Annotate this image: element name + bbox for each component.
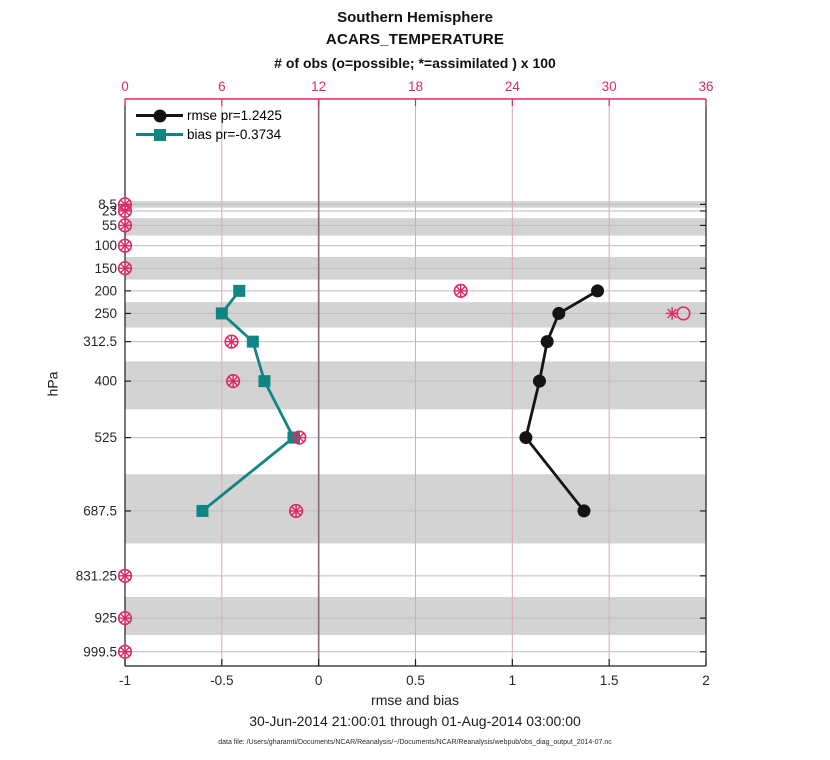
x-axis-label: rmse and bias xyxy=(371,692,459,708)
legend-label-rmse: rmse pr=1.2425 xyxy=(187,108,282,123)
y-axis-label: hPa xyxy=(44,371,61,397)
top-tick-label: 36 xyxy=(698,79,713,94)
top-tick-label: 0 xyxy=(121,79,129,94)
obs-count-marker xyxy=(117,238,133,253)
y-tick-label: 100 xyxy=(94,238,117,253)
legend: rmse pr=1.2425 bias pr=-0.3734 xyxy=(136,106,282,144)
y-tick-label: 23 xyxy=(102,203,117,218)
figure-subtitle: ACARS_TEMPERATURE xyxy=(325,31,505,48)
bottom-tick-label: 0 xyxy=(315,673,323,688)
rmse-point xyxy=(591,284,605,298)
y-tick-label: 250 xyxy=(94,306,117,321)
rmse-line xyxy=(524,289,599,512)
top-tick-label: 24 xyxy=(505,79,521,94)
top-tick-label: 18 xyxy=(408,79,423,94)
rmse-point xyxy=(532,374,546,388)
y-tick-label: 150 xyxy=(94,261,117,276)
y-tick-label: 312.5 xyxy=(83,334,117,349)
top-tick-label: 30 xyxy=(602,79,617,94)
figure-title: Southern Hemisphere xyxy=(337,9,493,26)
y-tick-label: 525 xyxy=(94,430,117,445)
bias-legend-marker-icon xyxy=(136,125,183,144)
top-tick-label: 12 xyxy=(311,79,326,94)
legend-row-bias: bias pr=-0.3734 xyxy=(136,125,282,144)
obs-count-marker xyxy=(453,283,468,298)
bias-point xyxy=(215,307,228,320)
bottom-tick-label: 1.5 xyxy=(600,673,619,688)
bias-point xyxy=(246,335,259,348)
top-tick-label: 6 xyxy=(218,79,226,94)
obs-count-marker xyxy=(117,203,133,219)
obs-count-marker xyxy=(226,374,241,389)
y-tick-label: 687.5 xyxy=(83,503,117,518)
rmse-point xyxy=(552,306,566,320)
obs-count-marker xyxy=(117,218,133,233)
rmse-point xyxy=(519,431,533,445)
obs-count-marker xyxy=(288,503,304,519)
y-tick-label: 831.25 xyxy=(76,568,117,583)
rmse-point xyxy=(540,335,554,349)
bias-point xyxy=(196,504,209,517)
bias-point xyxy=(233,284,246,297)
time-range-caption: 30-Jun-2014 21:00:01 through 01-Aug-2014… xyxy=(249,713,581,729)
y-tick-label: 200 xyxy=(94,283,117,298)
legend-label-bias: bias pr=-0.3734 xyxy=(187,127,282,142)
y-tick-label: 55 xyxy=(102,218,117,233)
y-tick-label: 999.5 xyxy=(83,644,117,659)
datafile-caption: data file: /Users/gharamti/Documents/NCA… xyxy=(218,739,612,746)
obs-count-marker xyxy=(117,644,133,659)
obs-count-marker xyxy=(292,430,307,445)
y-tick-label: 925 xyxy=(94,611,117,626)
rmse-point xyxy=(577,504,591,518)
obs-count-marker xyxy=(117,261,133,276)
rmse-legend-marker-icon xyxy=(136,106,183,125)
obs-count-marker xyxy=(117,568,133,583)
bottom-tick-label: 1 xyxy=(509,673,517,688)
bottom-tick-label: -1 xyxy=(119,673,131,688)
y-tick-label: 8.5 xyxy=(98,197,117,212)
obs-count-marker xyxy=(224,334,239,349)
bias-point xyxy=(258,375,271,388)
y-tick-label: 400 xyxy=(94,374,117,389)
obs-axis-label: # of obs (o=possible; *=assimilated ) x … xyxy=(274,55,556,71)
bottom-tick-label: -0.5 xyxy=(210,673,233,688)
legend-row-rmse: rmse pr=1.2425 xyxy=(136,106,282,125)
bottom-tick-label: 2 xyxy=(702,673,710,688)
obs-count-marker xyxy=(665,306,691,321)
obs-count-marker xyxy=(117,611,133,626)
bottom-tick-label: 0.5 xyxy=(406,673,425,688)
